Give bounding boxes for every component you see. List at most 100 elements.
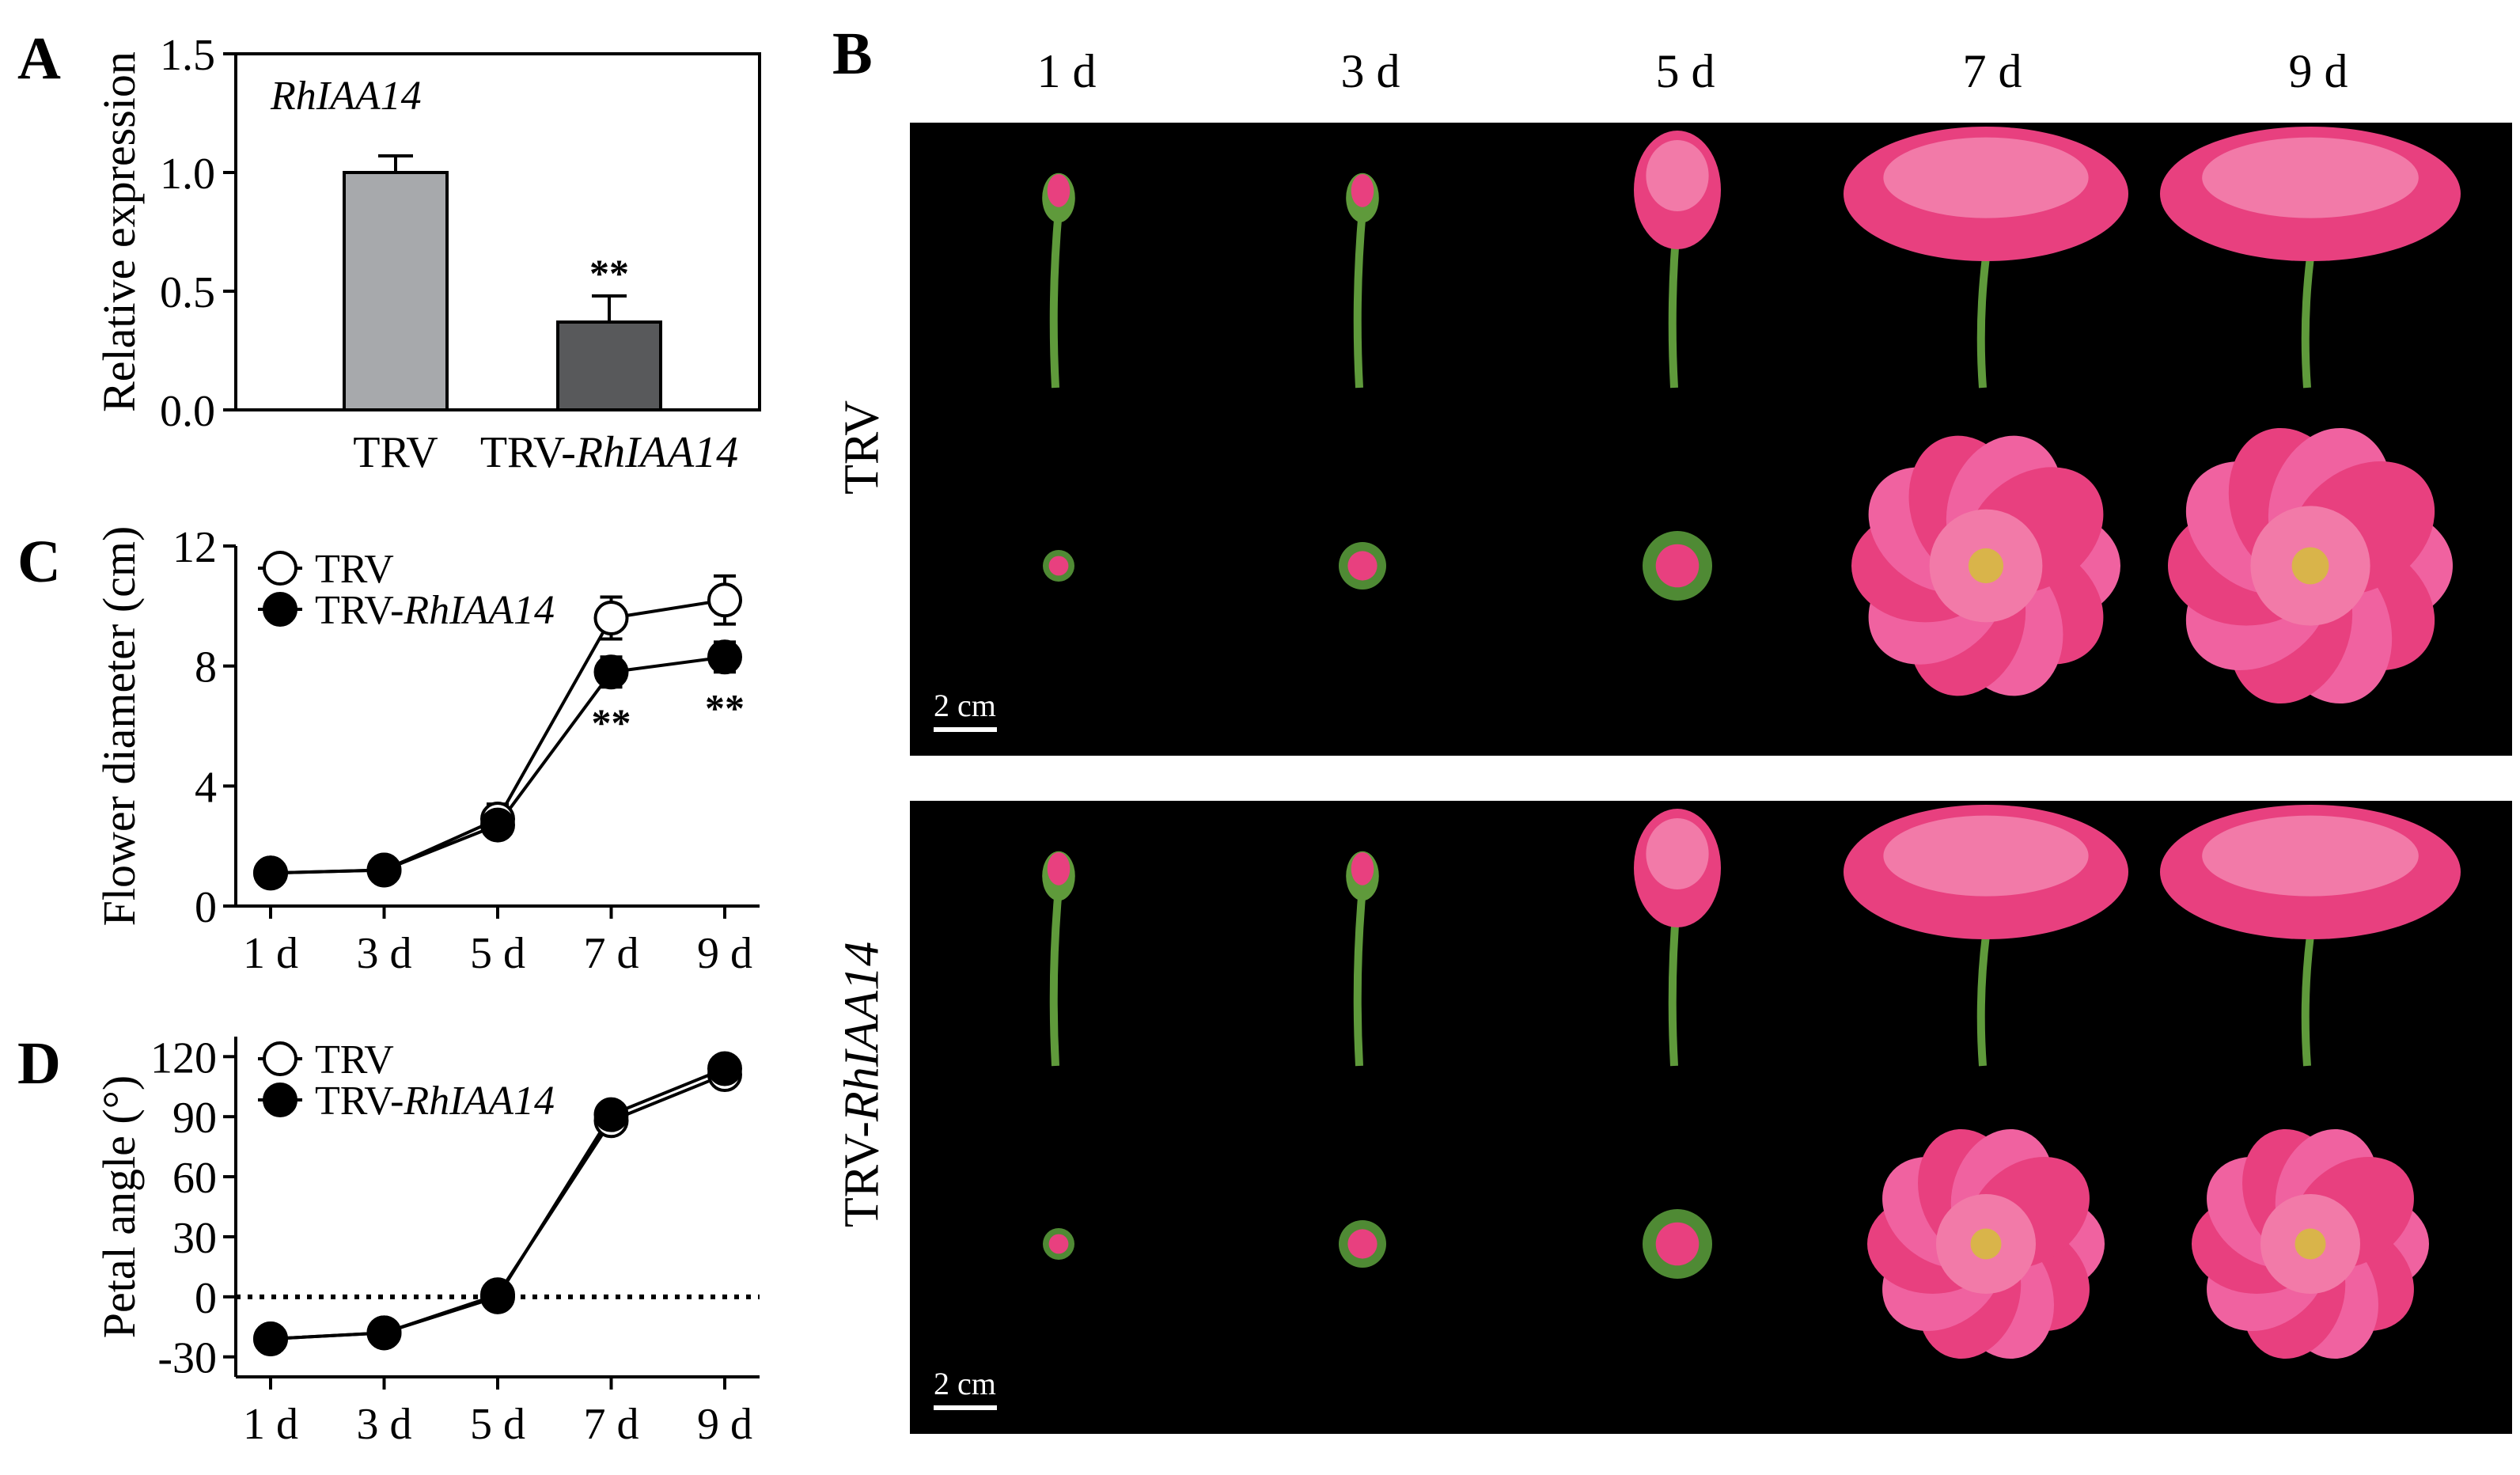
data-point: [593, 1097, 629, 1132]
scale-bar-label: 2 cm: [934, 1366, 996, 1401]
chart-d-petal-angle: -30 0 30 60 90 120 1 d 3 d 5 d 7 d 9 d Petal angle …: [93, 1033, 760, 1449]
x-tick-label: 3 d: [357, 929, 412, 978]
day-label: 7 d: [1962, 45, 2022, 97]
y-tick-label: 4: [195, 763, 217, 812]
scale-bar-line: [934, 1405, 997, 1410]
stem: [1976, 256, 1990, 389]
y-axis-label: Flower diameter (cm): [93, 526, 145, 927]
bud-top-petals: [1655, 544, 1700, 588]
stem: [1049, 209, 1063, 389]
data-point: [480, 807, 515, 843]
stem: [1976, 935, 1990, 1067]
rose-side-highlight: [1646, 140, 1709, 211]
y-tick-label: 0.0: [160, 387, 215, 436]
x-tick-label: 1 d: [243, 929, 298, 978]
data-point: [253, 855, 288, 891]
scale-bar-label: 2 cm: [934, 688, 996, 723]
panel-letter-a: A: [17, 25, 61, 92]
y-tick-label: 60: [172, 1154, 217, 1203]
y-tick-label: 12: [172, 523, 217, 572]
bud-petals: [1047, 852, 1071, 885]
panel-letter-c: C: [17, 529, 61, 595]
y-tick-label: 90: [172, 1094, 217, 1143]
y-axis-label: Relative expression: [93, 51, 145, 412]
x-tick-label: 7 d: [584, 1400, 639, 1449]
panel-letter-d: D: [17, 1030, 61, 1097]
bud-petals: [1351, 852, 1374, 885]
legend-label: TRV-RhIAA14: [315, 588, 555, 633]
rose-side-highlight: [1883, 137, 2089, 218]
data-point: [253, 1321, 288, 1356]
legend-label: TRV-RhIAA14: [315, 1079, 555, 1124]
photo-panel-trv-rhiaa14: [910, 801, 2512, 1434]
y-tick-label: 1.0: [160, 150, 215, 199]
significance-marker: **: [705, 685, 745, 730]
legend-label: TRV: [315, 1037, 394, 1083]
y-tick-label: 0: [195, 1274, 217, 1323]
day-label: 3 d: [1340, 45, 1400, 97]
data-point: [707, 582, 742, 618]
y-axis-label: Petal angle (°): [93, 1075, 145, 1338]
x-tick-label: TRV-RhIAA14: [480, 428, 738, 477]
bar: [343, 171, 449, 411]
legend-label: TRV: [315, 547, 394, 592]
y-tick-label: -30: [157, 1334, 217, 1383]
stem: [1353, 209, 1366, 389]
y-tick-label: 0.5: [160, 268, 215, 317]
bud-top-petals: [1347, 1229, 1377, 1259]
y-tick-label: 1.5: [160, 31, 215, 80]
stem: [1049, 887, 1063, 1067]
gene-label: RhIAA14: [270, 74, 422, 119]
bud-top-petals: [1048, 555, 1069, 576]
scale-bar-line: [934, 727, 997, 732]
y-tick-label: 8: [195, 643, 217, 692]
data-point: [707, 1051, 742, 1086]
data-point: [707, 639, 742, 675]
data-point: [366, 1315, 402, 1351]
day-label: 9 d: [2288, 45, 2348, 97]
panel-letter-b: B: [832, 21, 873, 87]
day-label: 5 d: [1655, 45, 1715, 97]
legend-marker: [263, 1083, 297, 1117]
x-tick-label: 9 d: [697, 1400, 752, 1449]
x-tick-label: 5 d: [470, 929, 525, 978]
significance-marker: **: [589, 251, 629, 295]
rose-stamens: [2295, 1228, 2326, 1260]
legend-marker: [263, 1041, 297, 1076]
significance-marker: **: [592, 700, 631, 745]
stem: [2301, 256, 2314, 389]
bud-petals: [1351, 174, 1374, 207]
rose-side-highlight: [1646, 818, 1709, 889]
y-tick-label: 30: [172, 1214, 217, 1263]
data-point: [366, 852, 402, 888]
plot-frame: [234, 52, 761, 411]
chart-a-relative-expression: 0.0 0.5 1.0 1.5 Relative expression RhIAA14 TR…: [93, 31, 761, 477]
rose-side-highlight: [2202, 815, 2419, 897]
chart-c-flower-diameter: 0 4 8 12 1 d 3 d 5 d 7 d 9 d Flower diameter (cm)…: [93, 523, 760, 978]
rose-side-highlight: [2202, 137, 2419, 218]
row-label-trv-rhiaa14: TRV-RhIAA14: [835, 941, 889, 1228]
rose-stamens: [2291, 547, 2329, 585]
bud-top-petals: [1048, 1234, 1069, 1254]
data-point: [480, 1279, 515, 1314]
rose-stamens: [1968, 548, 2004, 584]
x-tick-label: 7 d: [584, 929, 639, 978]
stem: [1353, 887, 1366, 1067]
scale-bar-bottom: 2 cm: [934, 1365, 997, 1410]
x-tick-label: 1 d: [243, 1400, 298, 1449]
scale-bar-top: 2 cm: [934, 687, 997, 732]
bud-petals: [1047, 174, 1071, 207]
bud-top-petals: [1347, 551, 1377, 581]
data-point: [593, 601, 629, 635]
data-point: [593, 654, 629, 690]
stem: [2301, 935, 2314, 1067]
bud-top-petals: [1655, 1222, 1700, 1266]
rose-stamens: [1970, 1228, 2002, 1260]
x-tick-label: 5 d: [470, 1400, 525, 1449]
bar: [556, 320, 662, 411]
legend-marker: [263, 551, 297, 586]
y-tick-label: 0: [195, 883, 217, 932]
photo-panel-trv: [910, 123, 2512, 756]
legend-marker: [263, 592, 297, 627]
x-tick-label: TRV: [353, 428, 438, 477]
